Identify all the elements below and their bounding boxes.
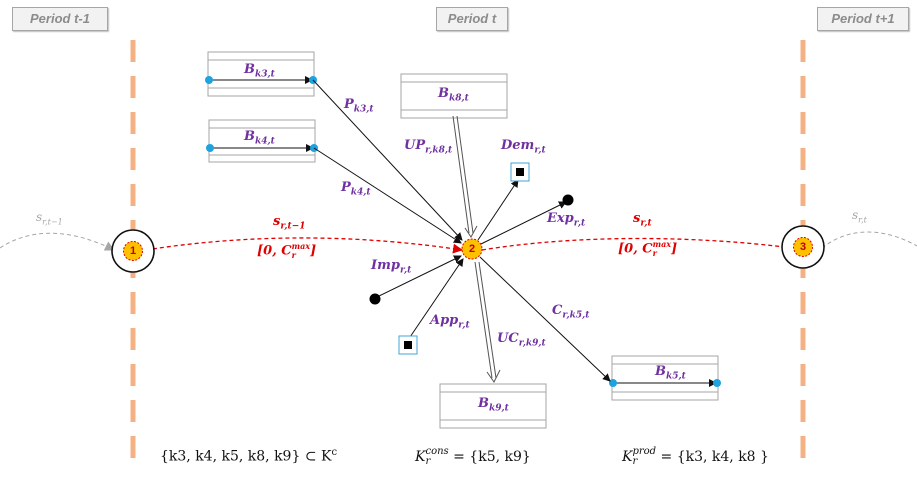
arc-p-k4 <box>313 147 462 244</box>
node-2 <box>461 238 483 260</box>
arc-c-k5 <box>479 256 611 382</box>
label-s-curr: sr,t <box>633 211 652 229</box>
period-tag-next: Period t+1 <box>817 7 909 31</box>
label-p-k4: Pk4,t <box>341 180 371 198</box>
node-3-label: 3 <box>799 241 807 253</box>
label-app: Appr,t <box>430 313 470 331</box>
node-3 <box>781 225 825 269</box>
imp-source-dot <box>369 293 381 305</box>
ghost-storage-arc-right <box>821 231 917 249</box>
label-ghost-left: sr,t−1 <box>36 210 63 227</box>
label-imp: Impr,t <box>371 258 412 276</box>
arc-up-k8 <box>452 115 478 238</box>
dem-sink-fill <box>516 168 524 176</box>
exp-sink-dot <box>562 194 574 206</box>
label-b-k4: Bk4,t <box>244 129 275 147</box>
label-b-k3: Bk3,t <box>244 62 275 80</box>
label-c-k5: Cr,k5,t <box>552 303 590 321</box>
arc-p-k3 <box>312 79 463 241</box>
node-1 <box>111 229 155 273</box>
node-2-label: 2 <box>468 243 476 255</box>
label-uc: UCr,k9,t <box>497 331 546 349</box>
app-source-fill <box>404 341 412 349</box>
box-b-k4 <box>206 119 318 163</box>
label-ghost-right: sr,t <box>852 208 867 225</box>
label-s-prev: sr,t−1 <box>273 214 306 232</box>
box-b-k3 <box>205 51 317 97</box>
arc-uc-k9 <box>474 261 501 383</box>
storage-flow-curr <box>481 237 793 252</box>
arc-imp <box>374 255 462 299</box>
node-1-label: 1 <box>129 245 137 257</box>
box-b-k8 <box>400 73 508 119</box>
label-b-k5: Bk5,t <box>655 364 686 382</box>
box-b-k9 <box>439 383 547 429</box>
storage-flow-prev <box>145 237 463 254</box>
label-b-k8: Bk8,t <box>438 86 469 104</box>
label-dem: Demr,t <box>501 138 546 156</box>
label-p-k3: Pk3,t <box>344 97 374 115</box>
ghost-storage-arc-left <box>0 232 115 251</box>
arc-app <box>407 258 464 341</box>
formula-set-kc: {k3, k4, k5, k8, k9} ⊂ Kc <box>160 447 338 465</box>
arc-exp <box>480 201 567 245</box>
box-b-k5 <box>609 355 721 401</box>
period-tag-prev: Period t-1 <box>12 7 108 31</box>
arc-dem <box>477 179 519 241</box>
label-b-k9: Bk9,t <box>478 396 509 414</box>
label-exp: Expr,t <box>547 211 586 229</box>
period-tag-curr: Period t <box>436 7 508 31</box>
label-up: UPr,k8,t <box>404 138 453 156</box>
